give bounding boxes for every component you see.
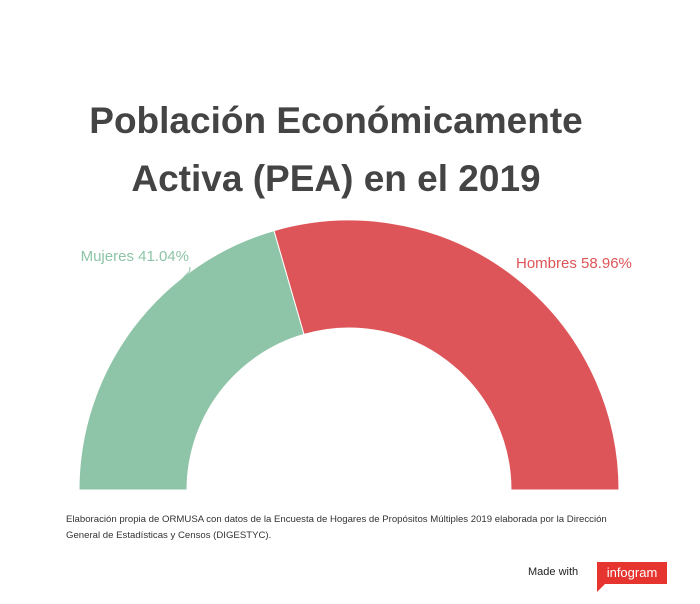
title-line-1: Población Económicamente — [89, 100, 583, 141]
slice-hombres[interactable] — [273, 219, 620, 491]
slice-mujeres[interactable] — [78, 230, 305, 491]
infogram-badge-tail — [597, 584, 605, 592]
leader-line-mujeres — [134, 266, 191, 330]
infogram-logo-text: infogram — [606, 565, 658, 580]
title-line-2: Activa (PEA) en el 2019 — [131, 158, 541, 199]
label-mujeres: Mujeres 41.04% — [81, 248, 189, 265]
infogram-badge-background — [597, 562, 667, 584]
chart-title: Población Económicamente Activa (PEA) en… — [0, 92, 672, 208]
label-hombres: Hombres 58.96% — [516, 255, 632, 272]
infogram-badge[interactable]: infogram — [597, 562, 667, 592]
source-note: Elaboración propia de ORMUSA con datos d… — [66, 514, 607, 541]
made-with-text: Made with — [528, 566, 579, 578]
